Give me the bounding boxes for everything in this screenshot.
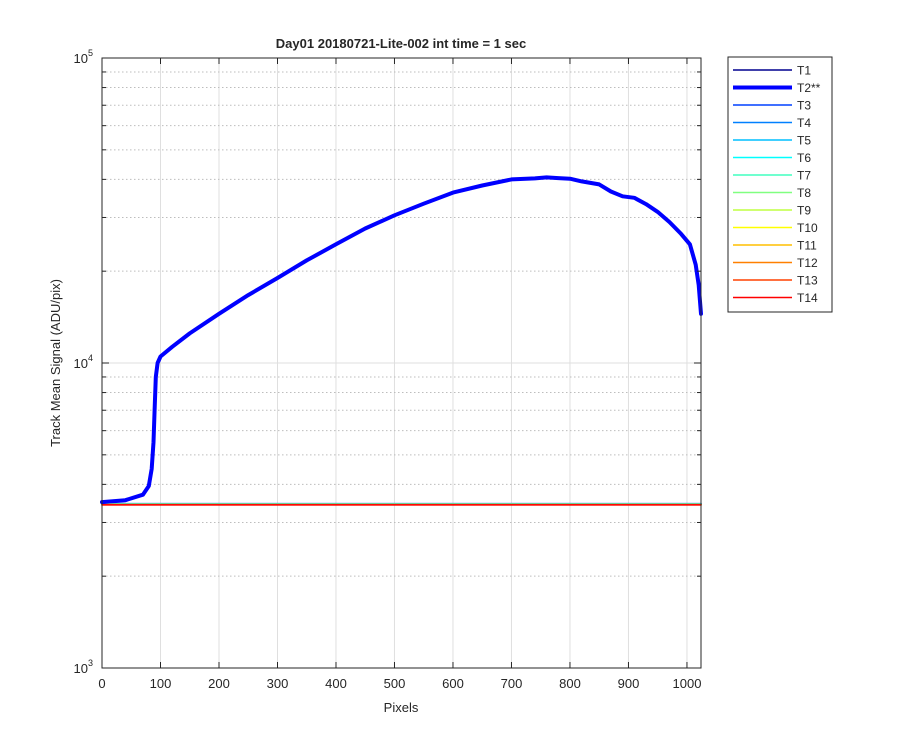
x-tick-label: 400 — [325, 676, 347, 691]
x-tick-label: 700 — [501, 676, 523, 691]
legend-label-t14: T14 — [797, 291, 818, 305]
legend-label-t3: T3 — [797, 99, 811, 113]
legend-label-t5: T5 — [797, 134, 811, 148]
x-tick-label: 1000 — [673, 676, 702, 691]
legend-label-t13: T13 — [797, 274, 818, 288]
x-tick-label: 300 — [267, 676, 289, 691]
legend-box — [727, 56, 833, 313]
x-tick-label: 800 — [559, 676, 581, 691]
legend-label-t8: T8 — [797, 186, 811, 200]
chart-title: Day01 20180721-Lite-002 int time = 1 sec — [276, 36, 526, 51]
x-axis-label: Pixels — [384, 700, 419, 715]
series-line-t2 — [100, 175, 703, 505]
x-tick-label: 900 — [618, 676, 640, 691]
legend-label-t12: T12 — [797, 256, 818, 270]
series-layer — [100, 175, 703, 506]
legend[interactable]: T1 T2** T3 T4 T5 T6 T7 T8 T9 T10 T11 T12 T13 T14 — [727, 56, 833, 313]
y-tick-label: 103 — [74, 658, 93, 676]
y-tick-label: 105 — [74, 48, 93, 66]
legend-label-t7: T7 — [797, 169, 811, 183]
y-axis-label: Track Mean Signal (ADU/pix) — [48, 279, 63, 447]
y-tick-label: 104 — [74, 353, 93, 371]
legend-label-t10: T10 — [797, 221, 818, 235]
legend-label-t2: T2** — [797, 81, 821, 95]
legend-label-t4: T4 — [797, 116, 811, 130]
legend-label-t11: T11 — [797, 239, 817, 253]
grid-layer — [101, 57, 701, 669]
x-tick-label: 600 — [442, 676, 464, 691]
legend-label-t6: T6 — [797, 151, 811, 165]
x-tick-label: 0 — [98, 676, 105, 691]
legend-label-t9: T9 — [797, 204, 811, 218]
x-tick-label: 100 — [150, 676, 172, 691]
ticks-layer: 0 100 200 300 400 500 600 700 800 900 1000 103 104 10… — [74, 48, 702, 691]
legend-label-t1: T1 — [797, 64, 811, 78]
x-tick-label: 500 — [384, 676, 406, 691]
x-tick-label: 200 — [208, 676, 230, 691]
